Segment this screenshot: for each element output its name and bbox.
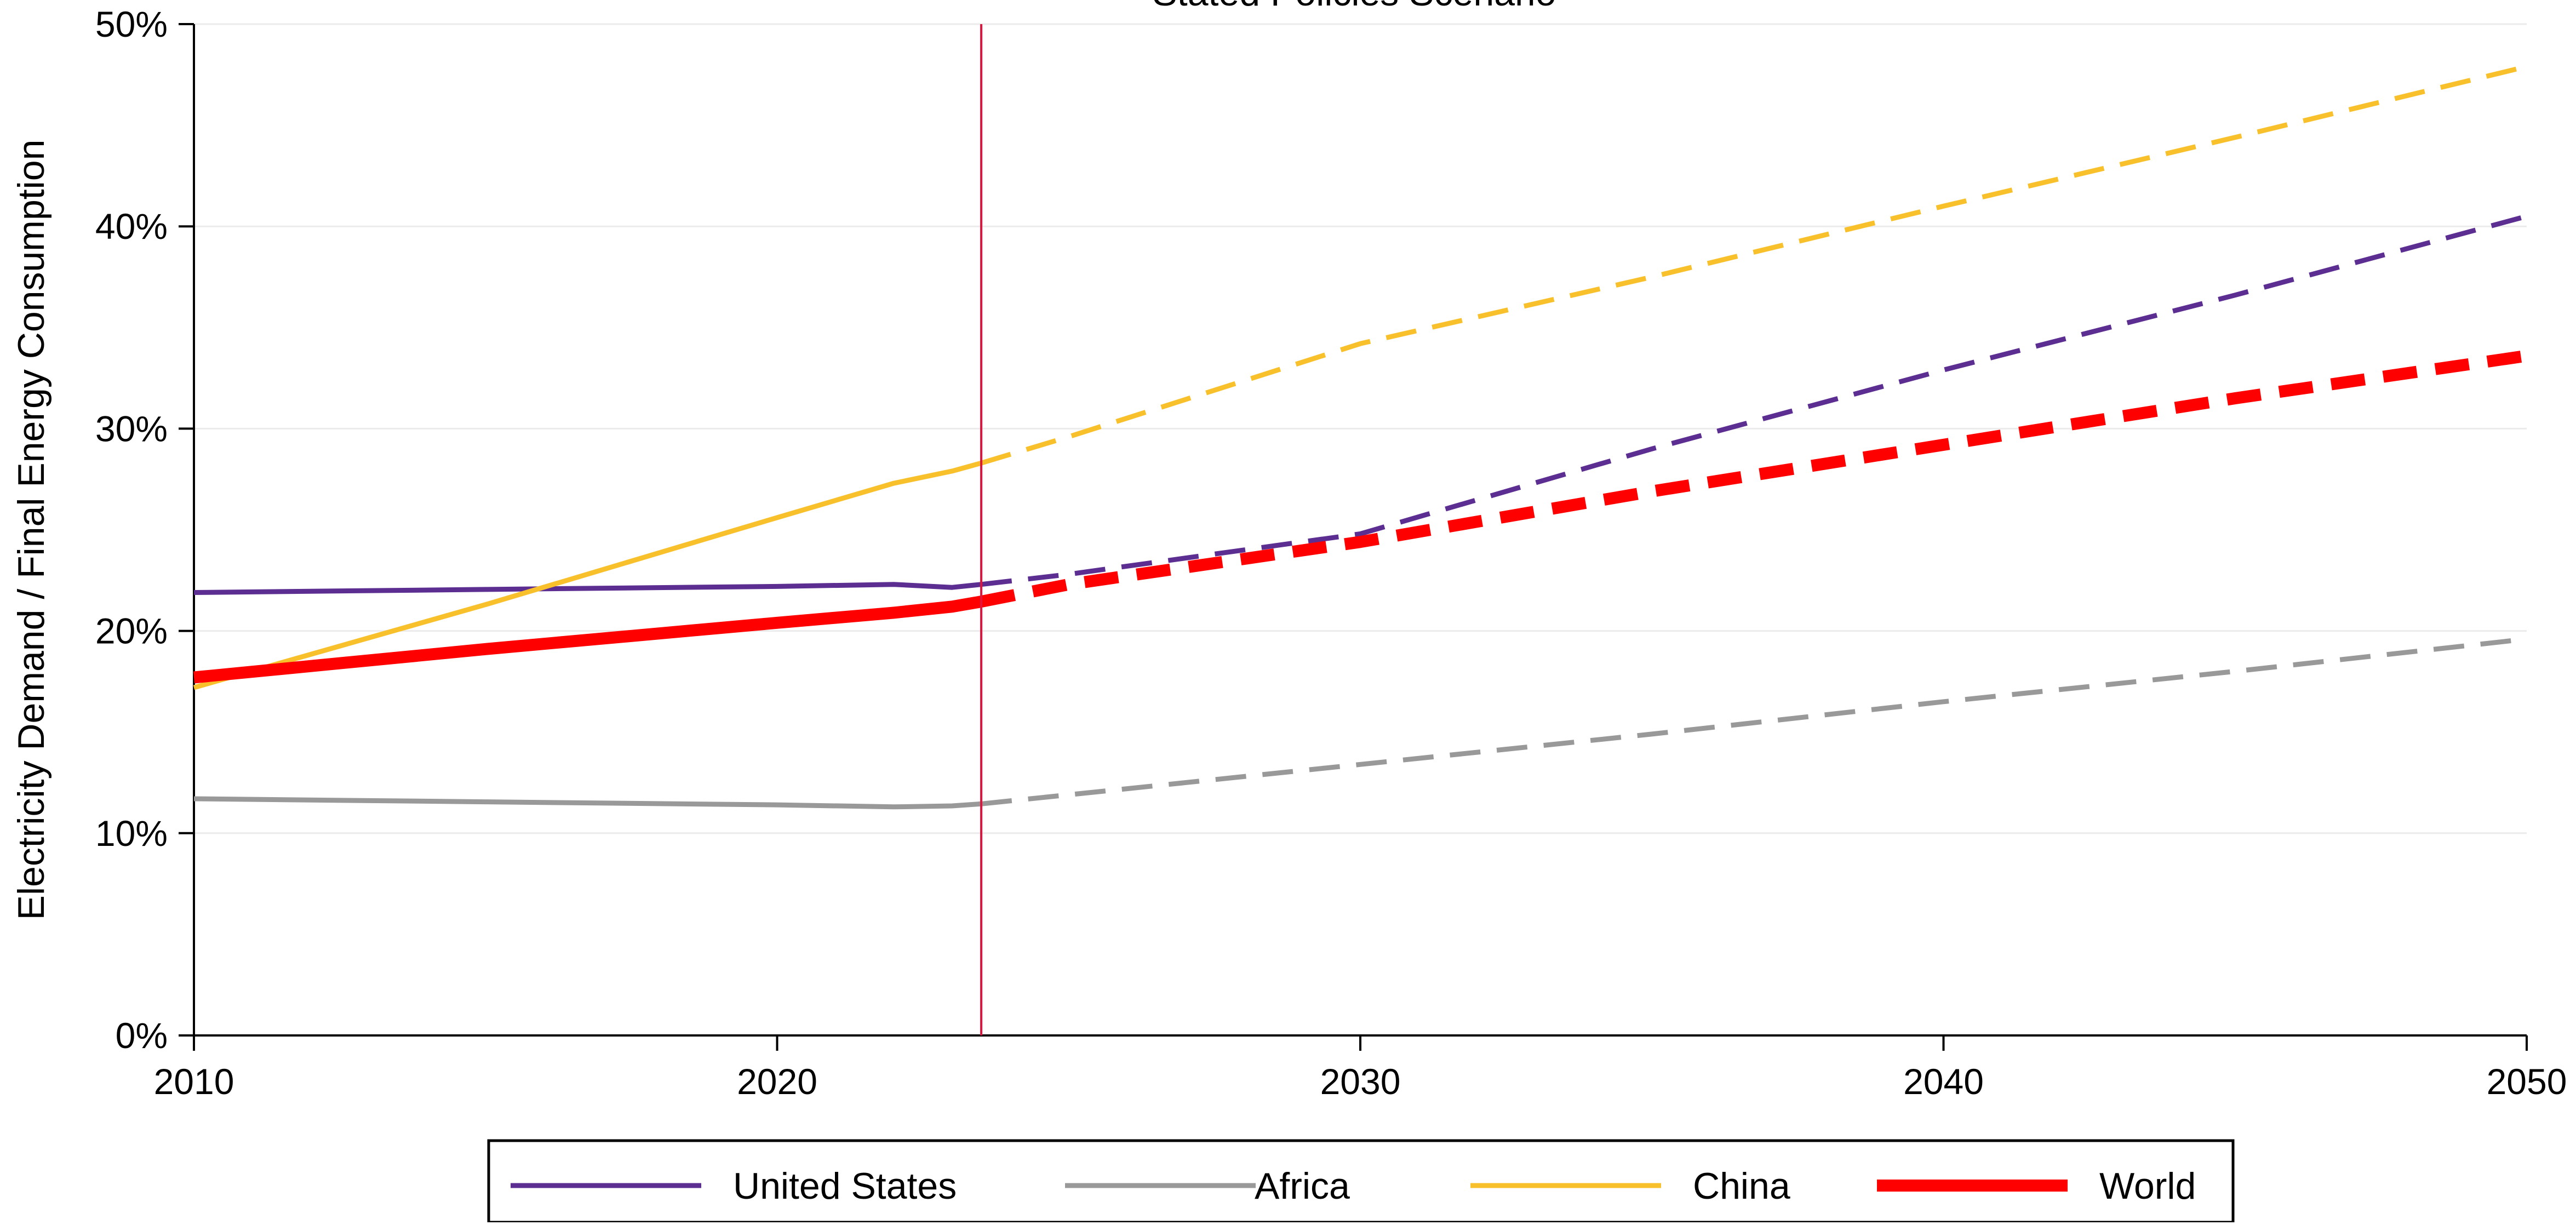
y-tick-label: 50%: [95, 4, 168, 44]
x-tick-label: 2050: [2487, 1061, 2567, 1102]
axes: 0% 10% 20% 30% 40% 50% 2010 2020 2030 2040 2050: [95, 4, 2567, 1102]
x-tick-label: 2040: [1903, 1061, 1984, 1102]
y-tick-label: 10%: [95, 813, 168, 854]
y-tick-label: 20%: [95, 611, 168, 651]
grid-lines: [194, 23, 2527, 834]
legend: United States Africa China World: [487, 1139, 2235, 1224]
x-tick-label: 2010: [154, 1061, 234, 1102]
series-line-united-states-historical: [193, 582, 982, 595]
data-series: [193, 64, 2528, 810]
series-line-china-projection: [980, 64, 2528, 466]
y-axis-label: Electricity Demand / Final Energy Consum…: [10, 140, 52, 920]
y-tick-label: 40%: [95, 206, 168, 247]
series-line-africa-historical: [193, 796, 982, 810]
series-line-world-projection: [980, 350, 2528, 608]
chart-title: Stated Policies Scenario: [1152, 0, 1556, 14]
series-line-africa-projection: [981, 636, 2527, 806]
legend-label-united-states: United States: [733, 1165, 957, 1207]
x-tick-label: 2030: [1320, 1061, 1401, 1102]
series-line-united-states-projection: [981, 214, 2528, 587]
series-line-world-historical: [193, 596, 982, 684]
legend-label-china: China: [1693, 1165, 1790, 1207]
legend-label-africa: Africa: [1255, 1165, 1350, 1207]
y-tick-label: 30%: [95, 408, 168, 449]
x-tick-label: 2020: [737, 1061, 817, 1102]
legend-label-world: World: [2099, 1165, 2196, 1207]
y-tick-label: 0%: [116, 1015, 168, 1056]
series-line-china-historical: [193, 460, 982, 690]
